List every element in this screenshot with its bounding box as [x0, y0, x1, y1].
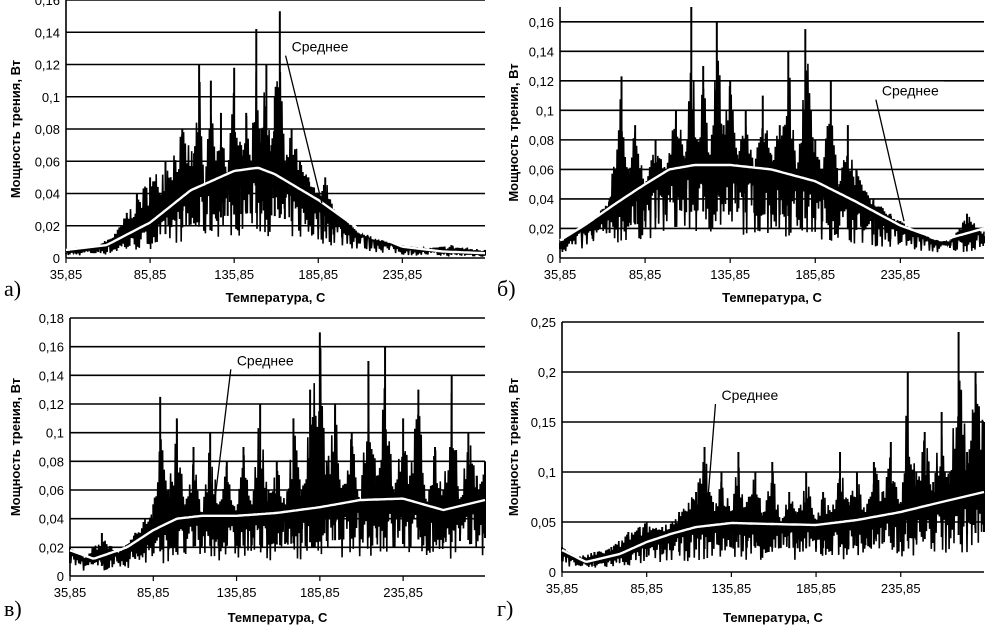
annotation-background	[289, 37, 354, 56]
y-axis-label: Мощность трения, Вт	[8, 60, 23, 198]
x-tick-label: 185,85	[298, 267, 338, 282]
annotation-label: Среднее	[292, 39, 349, 55]
x-tick-label: 35,85	[54, 585, 87, 600]
y-tick-label: 0	[549, 565, 556, 580]
x-tick-label: 235,85	[382, 267, 422, 282]
x-axis-label: Температура, С	[228, 610, 328, 625]
x-tick-label: 85,85	[629, 267, 662, 282]
x-tick-label: 135,85	[214, 267, 254, 282]
y-tick-label: 0,08	[35, 122, 60, 137]
chart-panel-2: 0 0,02 0,04 0,06 0,08 0,1 0,12 0,14 0,16 35,85 85,…	[497, 7, 985, 305]
x-tick-label: 35,85	[50, 267, 83, 282]
y-tick-label: 0,02	[39, 540, 64, 555]
x-tick-label: 235,85	[880, 267, 920, 282]
x-tick-label: 185,85	[796, 581, 836, 596]
panel-label: б)	[497, 276, 516, 301]
annotation-label: Среднее	[882, 83, 939, 99]
chart-panel-1: 0 0,02 0,04 0,06 0,08 0,1 0,12 0,14 0,16 35,85 85,…	[4, 0, 486, 305]
y-tick-label: 0,25	[531, 315, 556, 330]
y-tick-label: 0,1	[538, 465, 556, 480]
y-axis-label: Мощность трения, Вт	[506, 63, 521, 201]
x-axis-label: Температура, С	[722, 290, 822, 305]
y-tick-label: 0,14	[529, 44, 554, 59]
y-tick-label: 0,1	[46, 426, 64, 441]
annotation-label: Среднее	[237, 352, 294, 368]
y-tick-label: 0,02	[35, 219, 60, 234]
y-tick-label: 0,16	[35, 0, 60, 8]
chart-panel-4: 0 0,05 0,1 0,15 0,2 0,25 35,85 85,85 135,85 185,8…	[497, 315, 985, 625]
y-tick-label: 0,12	[39, 397, 64, 412]
mean-series-line	[69, 497, 486, 560]
x-tick-label: 85,85	[134, 267, 167, 282]
y-tick-label: 0,16	[529, 15, 554, 30]
y-tick-label: 0,14	[35, 25, 60, 40]
y-tick-label: 0,06	[39, 483, 64, 498]
mean-series-line	[65, 166, 486, 255]
y-tick-label: 0,16	[39, 340, 64, 355]
y-tick-label: 0,04	[35, 187, 60, 202]
annotation-leader-line	[875, 99, 905, 222]
x-tick-label: 185,85	[300, 585, 340, 600]
y-tick-label: 0	[57, 569, 64, 584]
panel-label: г)	[497, 596, 513, 621]
y-tick-label: 0,08	[529, 133, 554, 148]
y-tick-label: 0	[53, 251, 60, 266]
x-tick-label: 35,85	[544, 267, 577, 282]
y-tick-label: 0,06	[529, 162, 554, 177]
annotation-background	[234, 351, 299, 370]
panel-label: в)	[4, 596, 22, 621]
y-tick-label: 0,04	[39, 512, 64, 527]
y-tick-label: 0,06	[35, 154, 60, 169]
x-tick-label: 235,85	[383, 585, 423, 600]
y-tick-label: 0,12	[529, 74, 554, 89]
x-tick-label: 235,85	[881, 581, 921, 596]
annotation-leader-line	[705, 403, 717, 521]
y-tick-label: 0,1	[42, 90, 60, 105]
x-axis-label: Температура, С	[723, 610, 823, 625]
x-tick-label: 135,85	[217, 585, 257, 600]
annotation-leader-line	[212, 369, 232, 512]
y-axis-label: Мощность трения, Вт	[506, 378, 521, 516]
x-axis-label: Температура, С	[226, 290, 326, 305]
annotation-background	[719, 386, 784, 404]
y-tick-label: 0	[547, 251, 554, 266]
annotation-background	[879, 81, 944, 100]
x-tick-label: 85,85	[630, 581, 663, 596]
y-tick-label: 0,05	[531, 515, 556, 530]
x-tick-label: 185,85	[795, 267, 835, 282]
y-tick-label: 0,08	[39, 454, 64, 469]
mean-series-line	[561, 490, 985, 563]
annotation-leader-line	[284, 55, 323, 204]
y-tick-label: 0,1	[536, 103, 554, 118]
x-tick-label: 135,85	[711, 581, 751, 596]
annotation-label: Среднее	[721, 387, 778, 403]
mean-series-line	[559, 163, 985, 242]
chart-panel-3: 0 0,02 0,04 0,06 0,08 0,1 0,12 0,14 0,16 0,18 35,8…	[4, 311, 486, 625]
y-tick-label: 0,14	[39, 368, 64, 383]
y-tick-label: 0,02	[529, 221, 554, 236]
y-axis-label: Мощность трения, Вт	[8, 378, 23, 516]
panel-label: а)	[4, 276, 21, 301]
x-tick-label: 135,85	[710, 267, 750, 282]
y-tick-label: 0,2	[538, 365, 556, 380]
y-tick-label: 0,15	[531, 415, 556, 430]
x-tick-label: 35,85	[546, 581, 579, 596]
x-tick-label: 85,85	[137, 585, 170, 600]
y-tick-label: 0,12	[35, 58, 60, 73]
y-tick-label: 0,04	[529, 192, 554, 207]
y-tick-label: 0,18	[39, 311, 64, 326]
